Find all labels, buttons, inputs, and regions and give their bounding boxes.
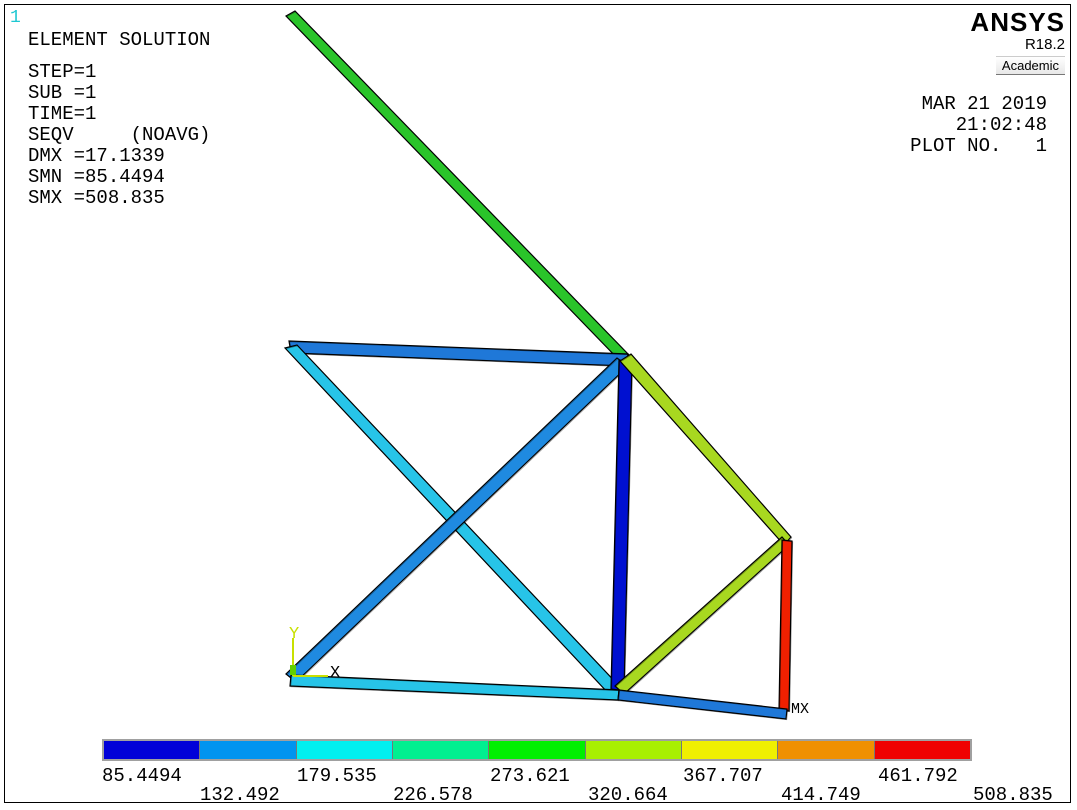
bottom-left-chord-member-edge: [290, 675, 621, 702]
contour-legend: [102, 739, 972, 761]
legend-label-7: 367.707: [683, 765, 763, 787]
legend-band-7: [681, 741, 779, 759]
info-result: SEQV (NOAVG): [28, 124, 211, 146]
info-sub: SUB =1: [28, 82, 97, 104]
legend-band-2: [200, 741, 297, 759]
legend-band-4: [392, 741, 490, 759]
upper-chord-member: [288, 340, 629, 367]
legend-label-4: 226.578: [393, 784, 473, 806]
brand-version: R18.2: [1024, 36, 1065, 53]
legend-label-2: 132.492: [200, 784, 280, 806]
brand-edition: Academic: [995, 56, 1065, 75]
legend-label-1: 85.4494: [102, 765, 182, 787]
bottom-right-chord-member: [617, 689, 788, 720]
right-diagonal-member: [619, 353, 792, 546]
brand-name: ANSYS: [970, 7, 1065, 37]
right-vertical-member: [778, 539, 793, 712]
right-vertical-member-edge: [779, 540, 794, 713]
bottom-right-chord-member-edge: [618, 690, 789, 721]
legend-band-1: [104, 741, 201, 759]
legend-label-8: 414.749: [781, 784, 861, 806]
legend-label-5: 273.621: [490, 765, 570, 787]
max-marker-label: MX: [791, 701, 809, 718]
legend-band-3: [296, 741, 393, 759]
legend-band-5: [489, 741, 586, 759]
window-number: 1: [10, 8, 21, 28]
legend-label-9: 461.792: [878, 765, 958, 787]
info-smn: SMN =85.4494: [28, 166, 165, 188]
top-diagonal-member: [285, 10, 630, 362]
info-step: STEP=1: [28, 61, 97, 83]
plot-title: ELEMENT SOLUTION: [28, 29, 211, 51]
ansys-logo: ANSYS R18.2 Academic: [970, 8, 1065, 75]
lower-right-diagonal-member: [614, 536, 790, 695]
legend-band-8: [778, 741, 875, 759]
legend-label-10: 508.835: [973, 784, 1053, 806]
legend-label-3: 179.535: [297, 765, 377, 787]
info-smx: SMX =508.835: [28, 187, 165, 209]
legend-band-6: [585, 741, 682, 759]
legend-label-6: 320.664: [588, 784, 668, 806]
plot-number: PLOT NO. 1: [910, 135, 1047, 157]
legend-band-9: [874, 741, 970, 759]
info-dmx: DMX =17.1339: [28, 145, 165, 167]
right-diagonal-member-edge: [620, 354, 793, 547]
triad-y-label: Y: [289, 625, 299, 644]
info-time: TIME=1: [28, 103, 97, 125]
graphics-window: [4, 4, 1071, 803]
coordinate-triad: [290, 638, 328, 677]
triad-x-label: X: [330, 664, 340, 683]
plot-time: 21:02:48: [955, 114, 1047, 136]
cross-diagonal-member: [285, 357, 629, 683]
plot-date: MAR 21 2019: [921, 93, 1047, 115]
